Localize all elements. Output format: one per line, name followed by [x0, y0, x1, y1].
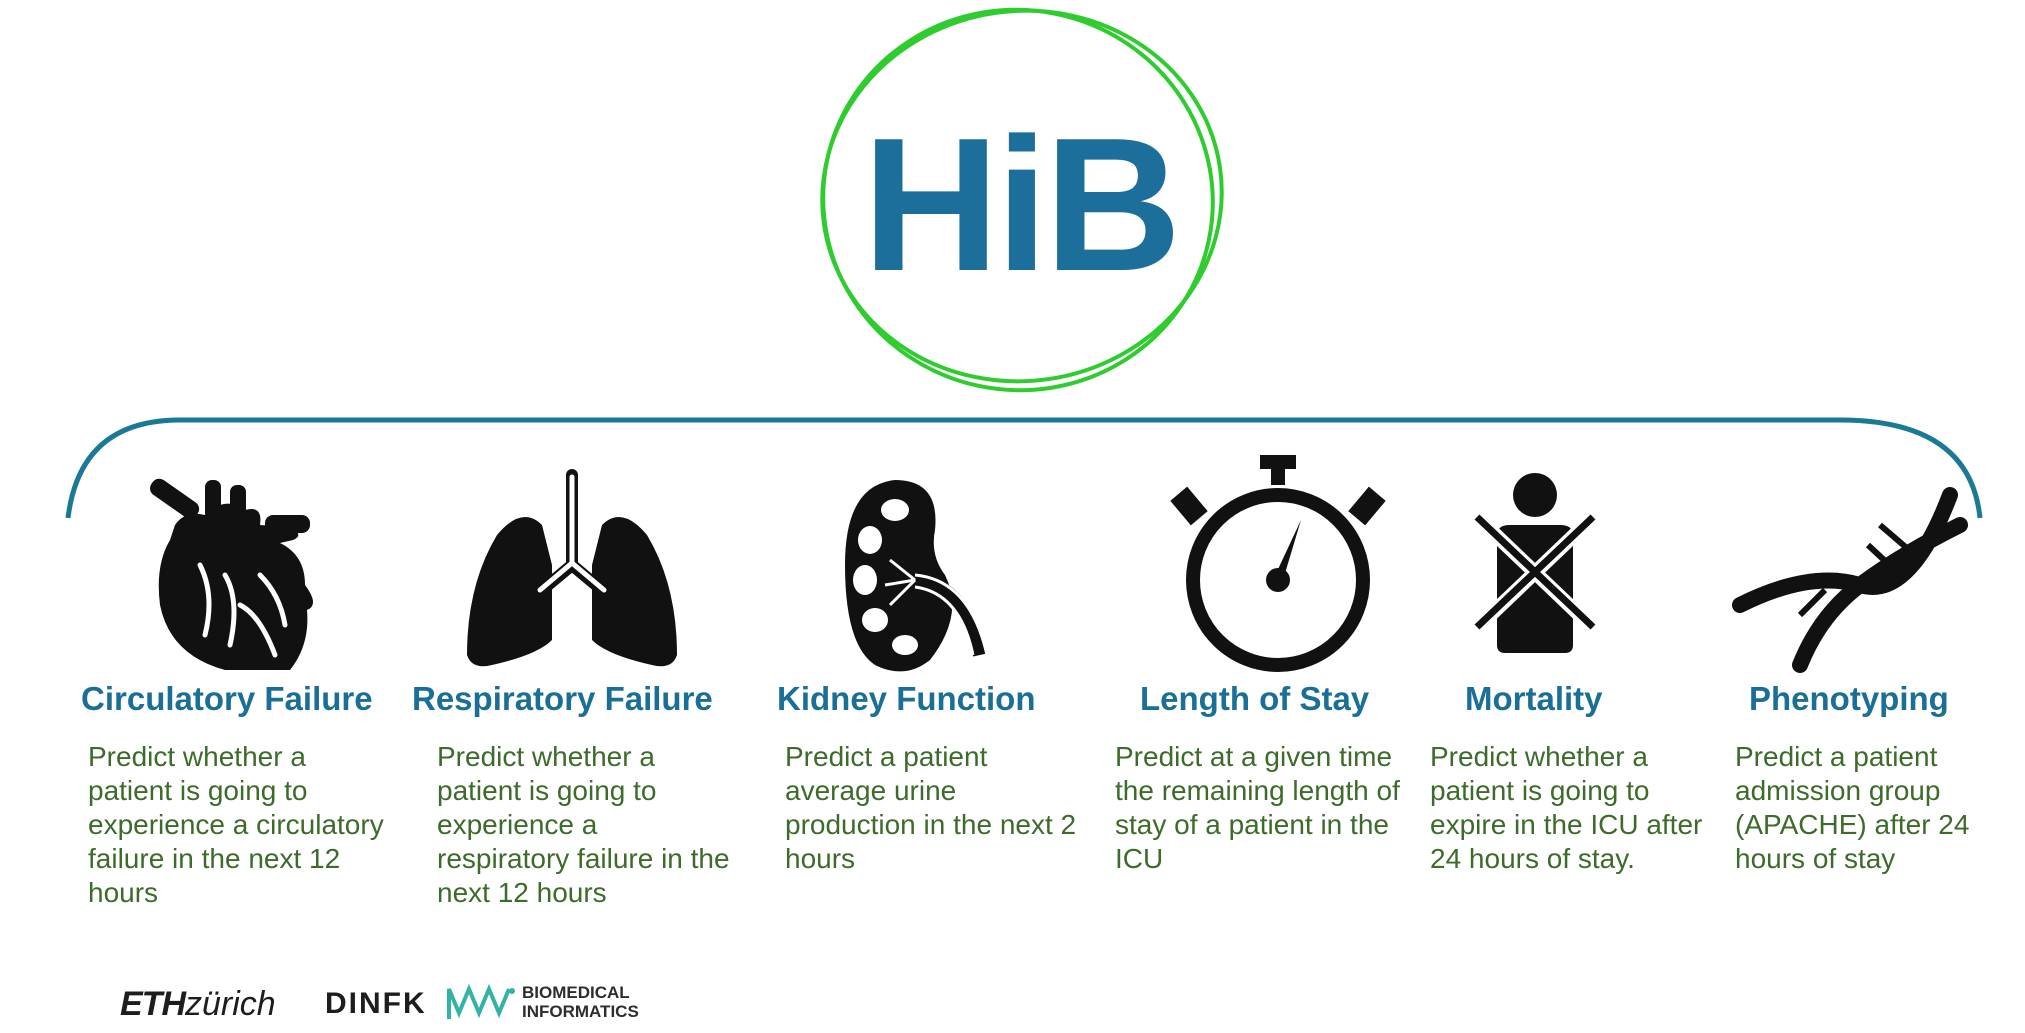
task-title: Kidney Function [777, 680, 1036, 717]
dna-icon [1732, 487, 1968, 673]
task-title: Length of Stay [1140, 680, 1370, 717]
task-description: Predict whether a patient is going to ex… [437, 741, 730, 908]
bmi-line1: BIOMEDICAL [522, 983, 630, 1002]
task-description: Predict a patient admission group (APACH… [1735, 741, 1970, 874]
task-title: Respiratory Failure [412, 680, 713, 717]
task-description: Predict whether a patient is going to ex… [1430, 741, 1703, 874]
bmi-line2: INFORMATICS [522, 1002, 639, 1021]
hib-logo: HiB [0, 0, 2025, 420]
biomedical-informatics-mark-icon [447, 983, 515, 1019]
lungs-icon [467, 469, 677, 667]
dinfk-logo: DINFK [325, 987, 427, 1020]
biomedical-informatics-text: BIOMEDICAL INFORMATICS [522, 983, 639, 1021]
footer-logos: ETHzürich DINFK BIOMEDICAL INFORMATICS [0, 965, 2025, 1025]
task-description: Predict whether a patient is going to ex… [88, 741, 384, 908]
logo-rings [820, 7, 1224, 393]
crossed-person-icon [1474, 473, 1596, 653]
task-description: Predict at a given time the remaining le… [1115, 741, 1400, 874]
task-title: Circulatory Failure [81, 680, 373, 717]
bracket-line [65, 417, 1983, 519]
task-description: Predict a patient average urine producti… [785, 741, 1077, 874]
eth-zurich-logo: ETHzürich [120, 985, 276, 1024]
eth-rest: zürich [185, 985, 276, 1023]
stopwatch-icon [1170, 455, 1386, 672]
kidney-icon [845, 480, 989, 672]
eth-bold: ETH [120, 985, 186, 1023]
task-title: Mortality [1465, 680, 1603, 717]
logo-text: HiB [862, 99, 1181, 311]
heart-icon [150, 478, 314, 670]
task-title: Phenotyping [1749, 680, 1949, 717]
